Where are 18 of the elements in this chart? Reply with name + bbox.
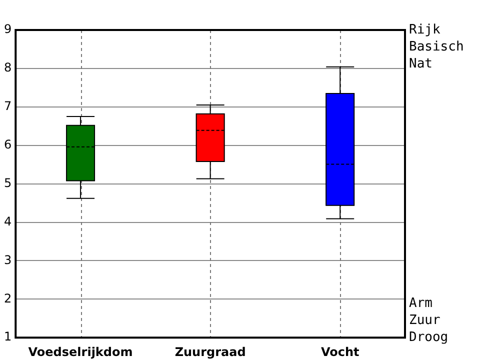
x-tick-label: Voedselrijkdom	[28, 344, 133, 359]
text: Rijk	[409, 22, 440, 38]
text: Nat	[409, 56, 432, 72]
y-tick-label: 3	[4, 252, 12, 267]
x-tick-label: Zuurgraad	[174, 344, 246, 359]
text: Arm	[409, 296, 433, 311]
y-tick-label: 6	[4, 137, 12, 152]
text: Droog	[409, 330, 448, 345]
y-tick-label: 7	[4, 99, 12, 114]
text: Basisch	[409, 39, 464, 54]
x-tick-label: Vocht	[320, 344, 360, 359]
y-tick-label: 4	[4, 214, 12, 228]
y-tick-label: 9	[4, 22, 12, 36]
text: Zuur	[409, 312, 440, 328]
y-tick-label: 5	[4, 176, 12, 190]
y-tick-label: 8	[4, 60, 12, 75]
y-tick-label: 1	[4, 330, 12, 344]
y-tick-label: 2	[4, 291, 12, 306]
